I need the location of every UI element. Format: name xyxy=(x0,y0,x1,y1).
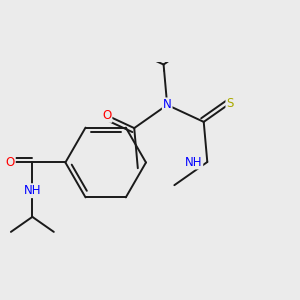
Text: O: O xyxy=(102,109,112,122)
Text: NH: NH xyxy=(185,155,202,169)
Text: O: O xyxy=(6,156,15,169)
Text: NH: NH xyxy=(24,184,41,197)
Text: N: N xyxy=(163,98,172,111)
Text: S: S xyxy=(226,97,234,110)
